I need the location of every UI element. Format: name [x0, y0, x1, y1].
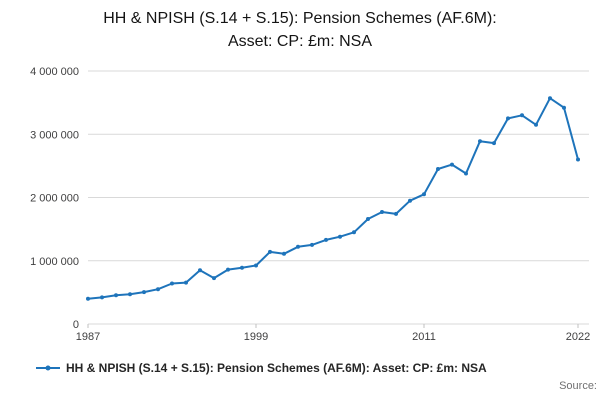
y-axis-tick-label: 1 000 000: [30, 256, 79, 268]
data-point-marker: [464, 171, 468, 176]
data-point-marker: [114, 293, 118, 298]
chart-title-line2: Asset: CP: £m: NSA: [227, 33, 373, 50]
data-point-marker: [408, 198, 412, 203]
x-axis-tick-label: 1987: [76, 331, 100, 343]
data-point-marker: [576, 157, 580, 162]
data-point-marker: [254, 263, 258, 268]
x-axis-tick-label: 2011: [412, 331, 436, 343]
chart-title: HH & NPISH (S.14 + S.15): Pension Scheme…: [0, 7, 600, 53]
data-point-marker: [422, 192, 426, 197]
data-point-marker: [366, 217, 370, 221]
data-point-marker: [380, 210, 384, 214]
data-point-marker: [212, 276, 216, 281]
legend: HH & NPISH (S.14 + S.15): Pension Scheme…: [36, 361, 487, 375]
data-point-marker: [268, 249, 272, 254]
data-point-marker: [128, 292, 132, 297]
data-point-marker: [198, 268, 202, 273]
data-line: [87, 97, 579, 300]
data-point-marker: [226, 267, 230, 272]
data-point-marker: [436, 167, 440, 171]
data-point-marker: [282, 251, 286, 256]
data-point-marker: [156, 287, 160, 292]
y-axis-tick-label: 3 000 000: [30, 129, 79, 141]
data-point-marker: [394, 211, 398, 216]
data-point-marker: [548, 96, 552, 101]
data-point-marker: [170, 281, 174, 286]
data-point-marker: [534, 122, 538, 127]
data-point-marker: [520, 113, 524, 118]
legend-label: HH & NPISH (S.14 + S.15): Pension Scheme…: [66, 361, 487, 375]
x-axis-tick-label: 2022: [566, 331, 590, 343]
data-point-marker: [310, 242, 314, 247]
data-point-marker: [240, 265, 244, 270]
legend-line-marker-icon: [36, 365, 60, 371]
data-point-marker: [352, 230, 356, 235]
data-point-marker: [100, 295, 104, 300]
x-axis-tick-label: 1999: [244, 331, 268, 343]
y-axis-tick-label: 4 000 000: [30, 66, 79, 78]
data-point-marker: [562, 105, 566, 110]
y-axis-tick-label: 2 000 000: [30, 193, 79, 205]
data-point-marker: [338, 234, 342, 239]
data-point-marker: [492, 141, 496, 146]
line-chart-plot-area: 0 1 000 000 2 000 000 3 000 000 4 000 000 198…: [30, 66, 590, 343]
y-axis-tick-label: 0: [73, 319, 79, 331]
data-point-marker: [450, 162, 454, 167]
data-point-marker: [296, 244, 300, 249]
data-point-marker: [184, 280, 188, 285]
data-point-marker: [478, 139, 482, 144]
source-label: Source:: [559, 380, 597, 392]
data-point-marker: [506, 116, 510, 121]
data-point-marker: [86, 296, 90, 301]
chart-title-line1: HH & NPISH (S.14 + S.15): Pension Scheme…: [103, 10, 497, 27]
data-point-marker: [324, 237, 328, 242]
data-point-marker: [142, 290, 146, 295]
